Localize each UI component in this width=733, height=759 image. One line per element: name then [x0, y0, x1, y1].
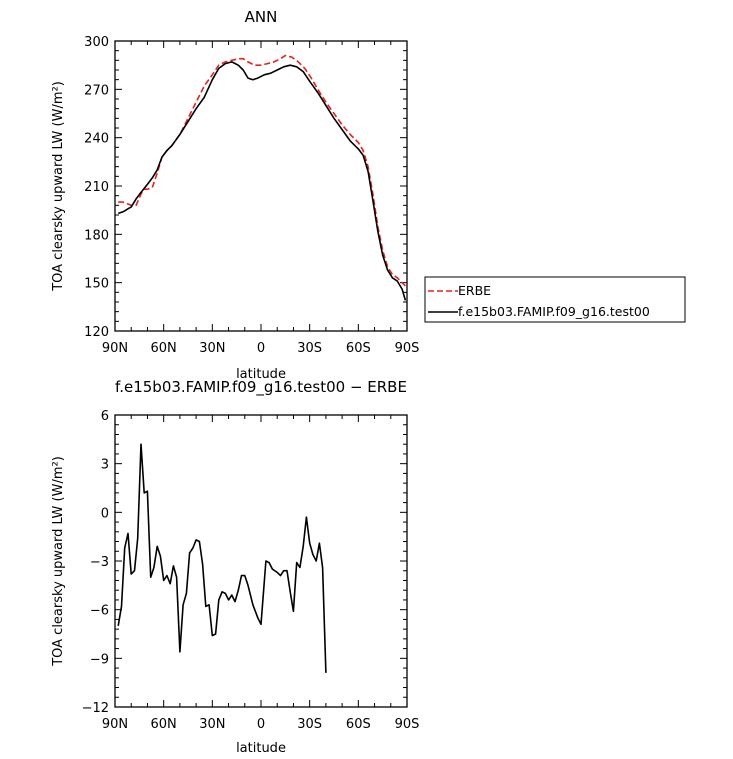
y-tick-label: 120 — [84, 325, 109, 340]
chart-title: f.e15b03.FAMIP.f09_g16.test00 − ERBE — [115, 378, 407, 397]
axis-ticks: −12 −9 −6 −3 0 3 6 90N 60N 30N 0 30S 60S 90S — [82, 409, 420, 732]
x-tick-label: 60S — [346, 717, 371, 732]
y-tick-label: −6 — [90, 604, 109, 619]
y-axis-label: TOA clearsky upward LW (W/m²) — [51, 456, 66, 667]
legend-label-erbe: ERBE — [458, 283, 491, 298]
legend: ERBE f.e15b03.FAMIP.f09_g16.test00 — [424, 276, 686, 323]
x-tick-label: 90N — [102, 717, 128, 732]
y-tick-label: 180 — [84, 228, 109, 243]
y-tick-label: 150 — [84, 277, 109, 292]
series-line-0 — [118, 54, 406, 287]
axis-ticks: 120 150 180 210 240 270 300 90N 60N 30N 0 30S 60S 90S — [84, 35, 419, 356]
x-tick-label: 30S — [297, 341, 322, 356]
x-tick-label: 0 — [257, 341, 265, 356]
x-tick-label: 90N — [102, 341, 128, 356]
x-tick-label: 60S — [346, 341, 371, 356]
x-axis-label: latitude — [236, 367, 286, 382]
x-tick-label: 30N — [199, 717, 225, 732]
legend-box — [424, 276, 686, 323]
panel-difference: f.e15b03.FAMIP.f09_g16.test00 − ERBE lat… — [51, 378, 419, 756]
y-tick-label: 300 — [84, 35, 109, 50]
series-line-1 — [117, 61, 407, 301]
x-tick-label: 0 — [257, 717, 265, 732]
series-lines — [117, 54, 407, 301]
y-tick-label: −3 — [90, 555, 109, 570]
series-lines — [117, 443, 327, 673]
y-tick-label: −9 — [90, 652, 109, 667]
x-tick-label: 60N — [151, 717, 177, 732]
plot-frame — [114, 40, 408, 332]
chart-title: ANN — [245, 8, 278, 26]
x-tick-label: 30S — [297, 717, 322, 732]
legend-label-model: f.e15b03.FAMIP.f09_g16.test00 — [458, 304, 650, 319]
x-tick-label: 30N — [199, 341, 225, 356]
plot-frame — [114, 414, 408, 708]
y-axis-label: TOA clearsky upward LW (W/m²) — [51, 81, 66, 292]
x-tick-label: 90S — [395, 717, 420, 732]
y-tick-label: 3 — [101, 458, 109, 473]
x-axis-label: latitude — [236, 741, 286, 756]
y-tick-label: −12 — [82, 701, 109, 716]
y-tick-label: 6 — [101, 409, 109, 424]
series-line-0 — [117, 443, 327, 673]
x-tick-label: 60N — [151, 341, 177, 356]
y-tick-label: 0 — [101, 506, 109, 521]
y-tick-label: 240 — [84, 132, 109, 147]
y-tick-label: 210 — [84, 180, 109, 195]
panel-annual-mean: ANN latitude TOA clearsky upward LW (W/m… — [51, 8, 419, 382]
y-tick-label: 270 — [84, 83, 109, 98]
x-tick-label: 90S — [395, 341, 420, 356]
